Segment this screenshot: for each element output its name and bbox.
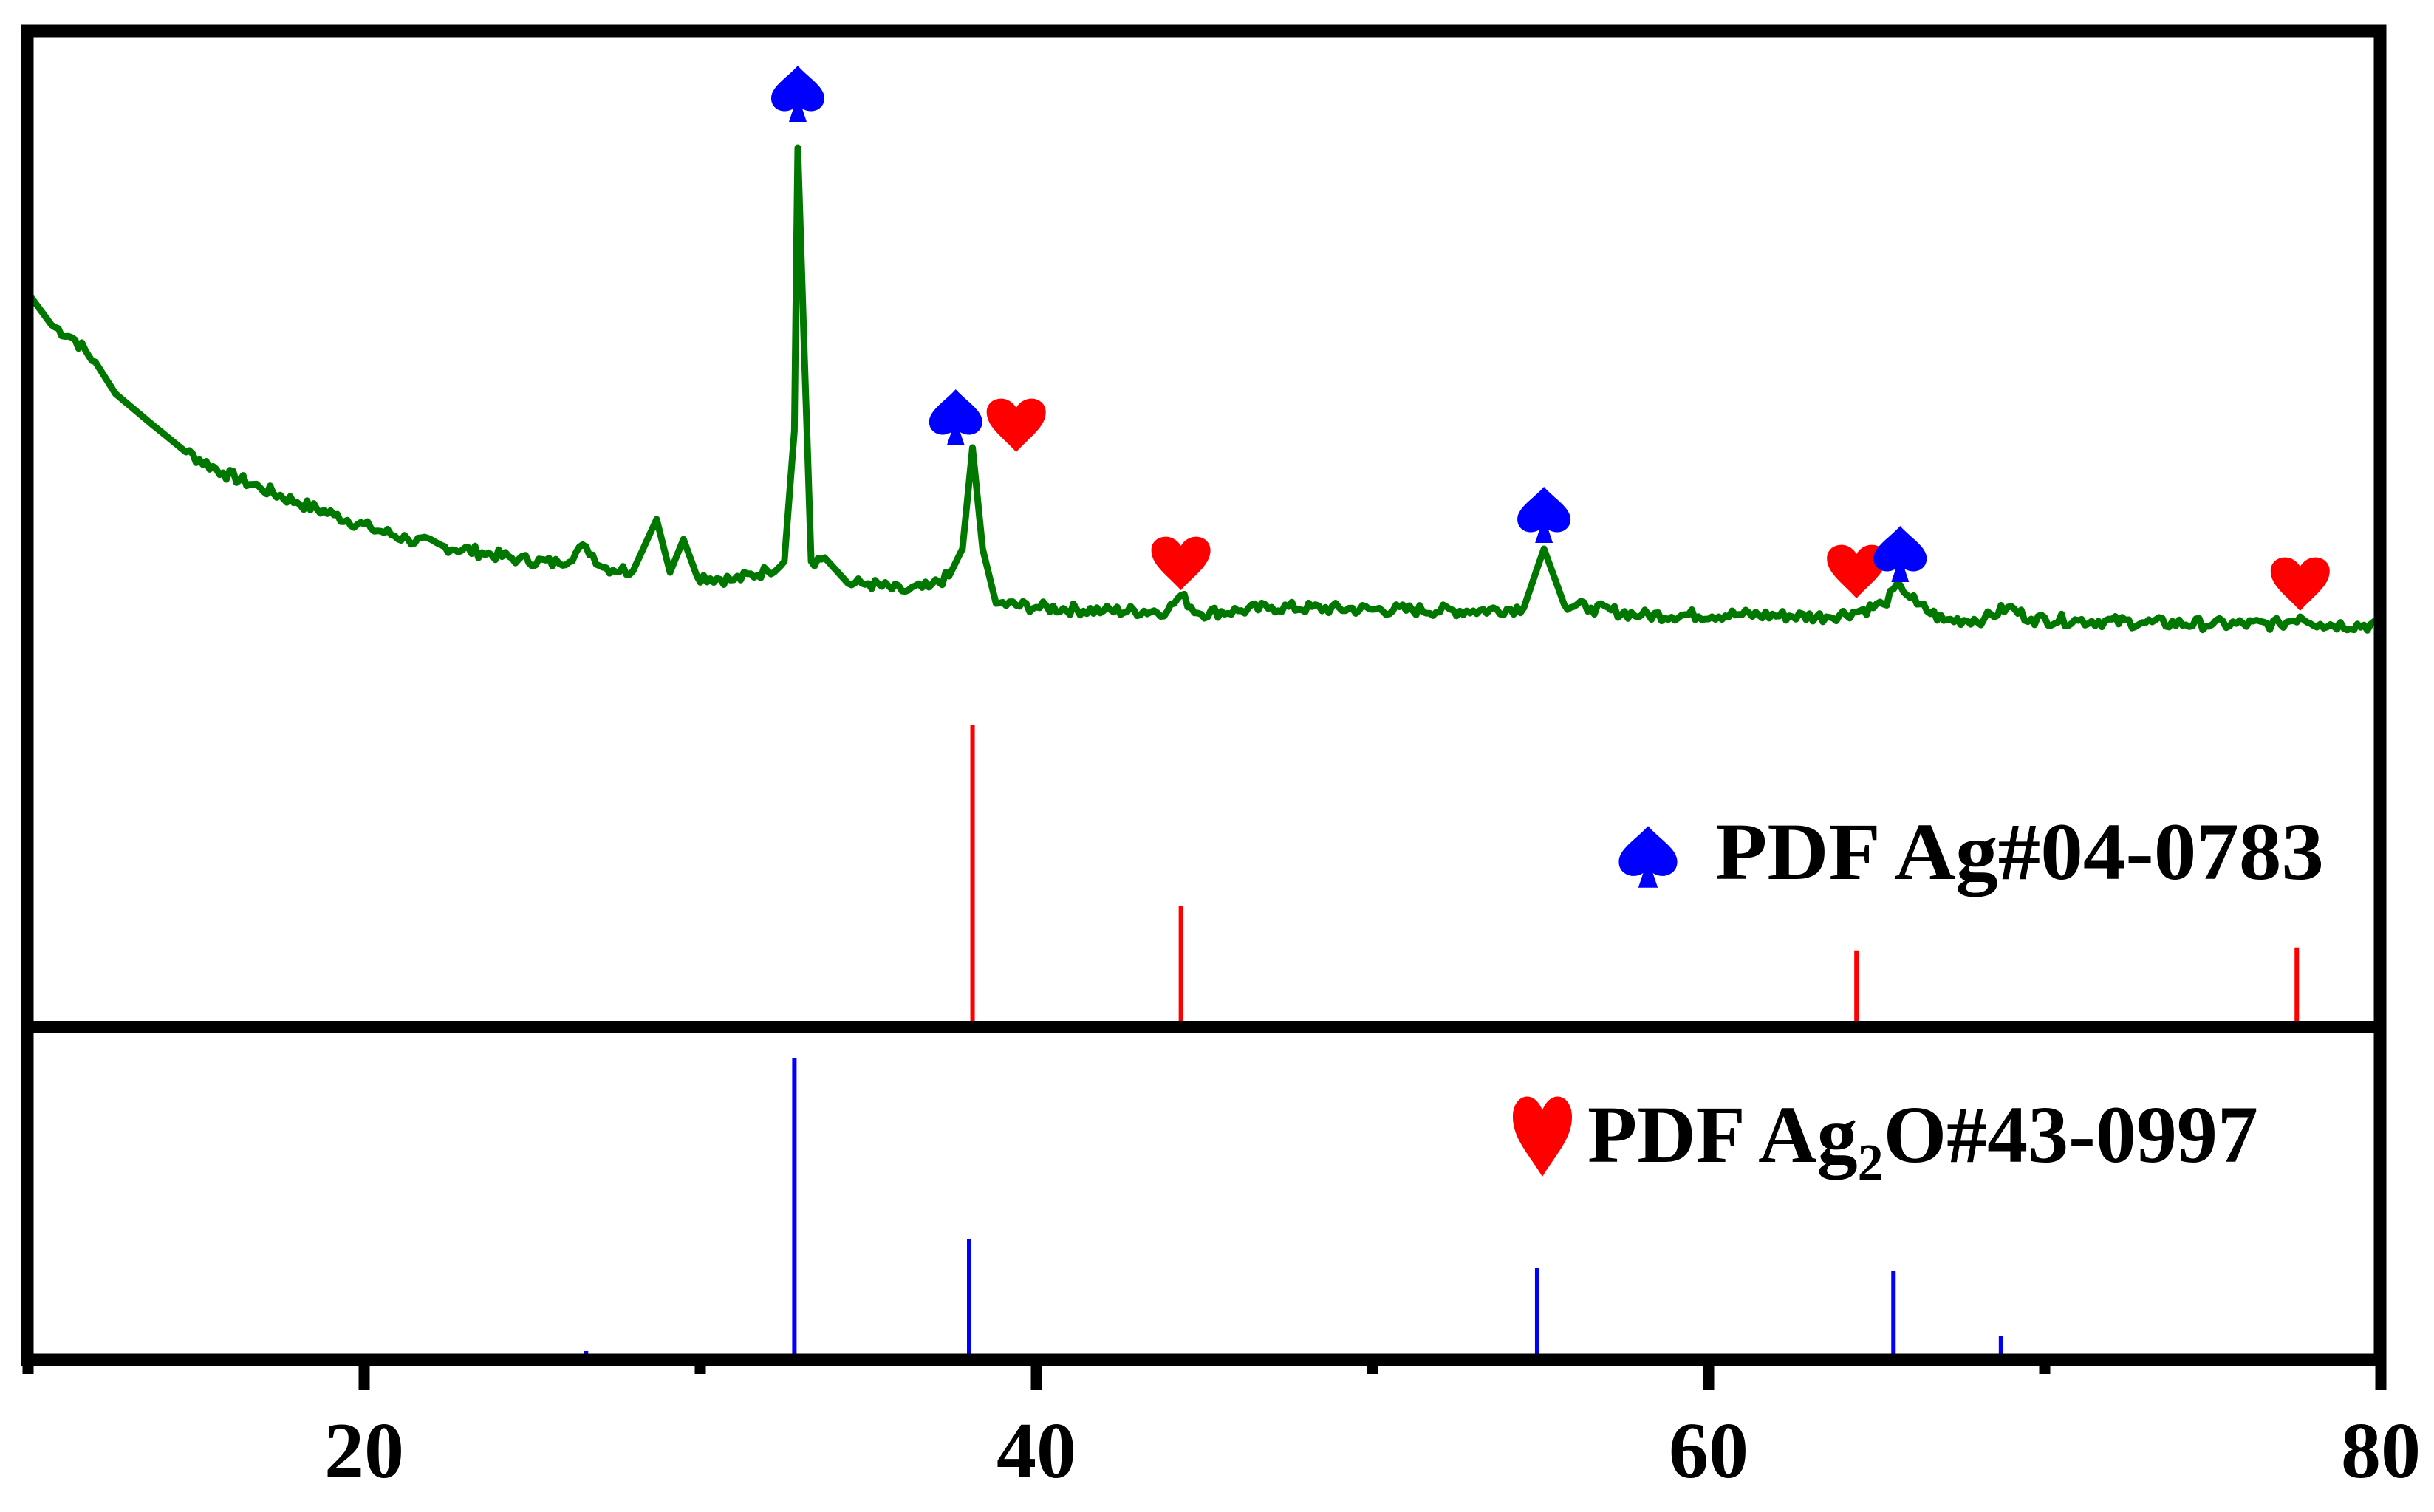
legend-ag2o-label: PDF Ag2O#43-0997 bbox=[1587, 1089, 2258, 1191]
x-axis-ticks bbox=[22, 1360, 2387, 1390]
heart-icon bbox=[986, 398, 1046, 452]
legend-ag-label: PDF Ag#04-0783 bbox=[1715, 807, 2324, 897]
x-tick-label-40: 40 bbox=[996, 1407, 1076, 1495]
plot-frame bbox=[21, 24, 2387, 1366]
x-tick-label-80: 80 bbox=[2341, 1407, 2421, 1495]
legend-ag: PDF Ag#04-0783 bbox=[1618, 807, 2324, 897]
heart-icon bbox=[1151, 536, 1211, 590]
legend-ag2o-prefix: PDF Ag bbox=[1587, 1089, 1858, 1180]
spade-icon bbox=[1517, 487, 1571, 543]
spade-icon bbox=[929, 389, 982, 445]
spade-icon bbox=[771, 66, 824, 122]
legend-ag2o-subscript: 2 bbox=[1858, 1135, 1884, 1191]
spade-icon bbox=[1618, 826, 1678, 888]
heart-icon bbox=[1513, 1096, 1572, 1177]
x-tick-label-60: 60 bbox=[1669, 1407, 1748, 1495]
xrd-pattern-line bbox=[27, 144, 2384, 634]
ag2o-reference-sticks bbox=[970, 725, 2300, 1022]
legend-ag2o: PDF Ag2O#43-0997 bbox=[1513, 1089, 2258, 1191]
legend-ag2o-suffix: O#43-0997 bbox=[1884, 1089, 2258, 1180]
ag-reference-sticks bbox=[584, 1058, 2003, 1354]
heart-icon bbox=[2270, 557, 2330, 611]
x-axis-tick-labels: 20 40 60 80 bbox=[324, 1407, 2421, 1495]
peak-markers bbox=[771, 66, 2330, 611]
x-tick-label-20: 20 bbox=[324, 1407, 404, 1495]
spade-icon bbox=[1873, 526, 1927, 582]
